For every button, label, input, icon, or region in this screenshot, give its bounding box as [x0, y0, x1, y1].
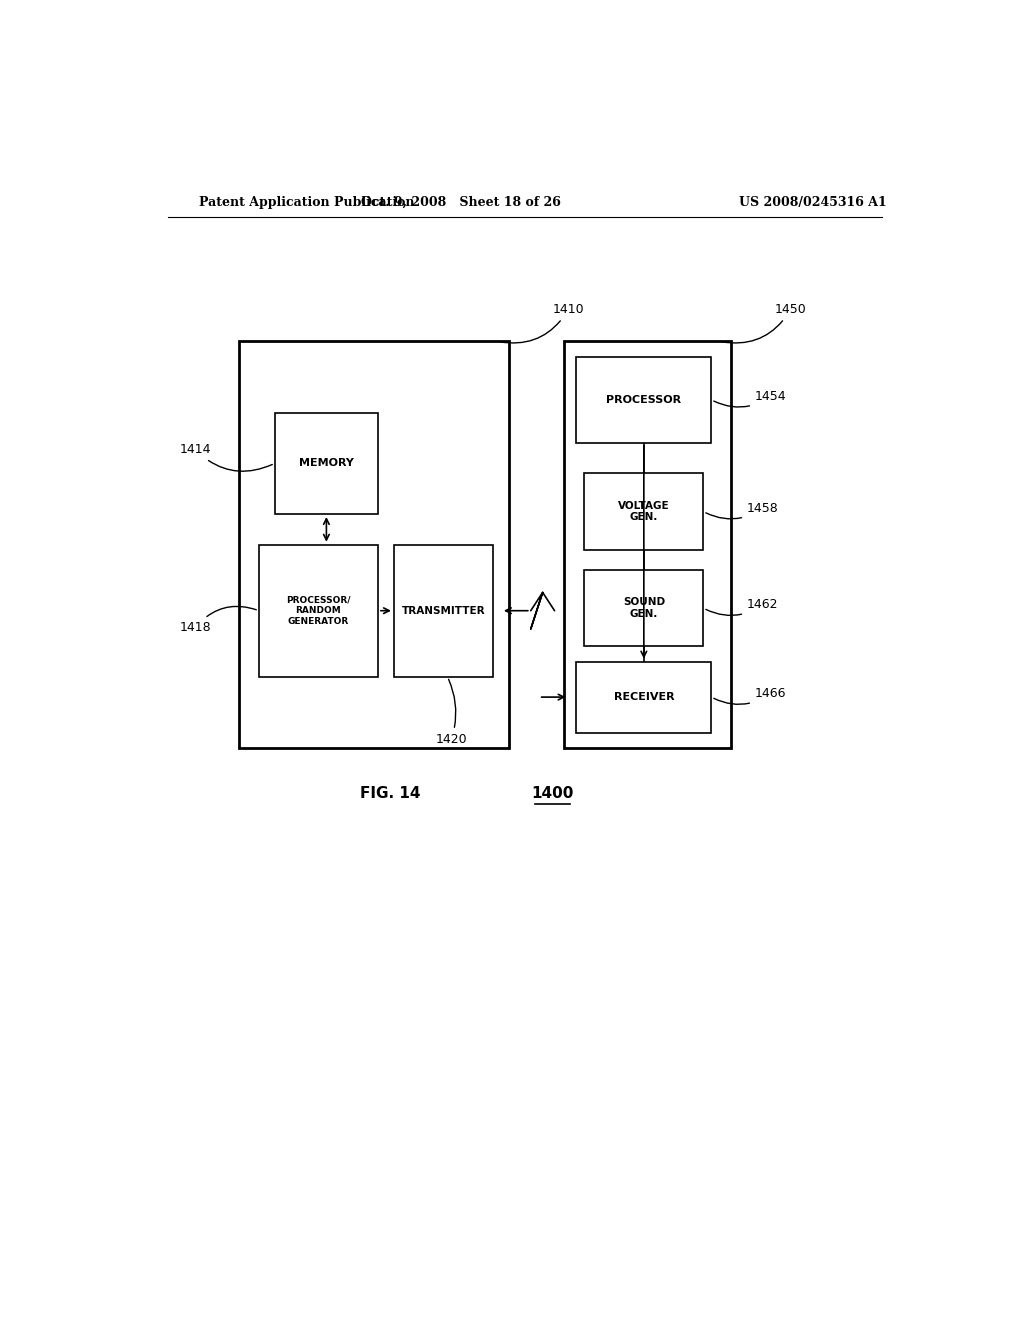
Bar: [240, 342, 509, 748]
Bar: [564, 342, 731, 748]
Text: PROCESSOR/
RANDOM
GENERATOR: PROCESSOR/ RANDOM GENERATOR: [287, 595, 350, 626]
Text: PROCESSOR: PROCESSOR: [606, 395, 681, 405]
Text: 1462: 1462: [706, 598, 778, 615]
Text: 1454: 1454: [714, 389, 786, 407]
Text: 1420: 1420: [435, 680, 467, 746]
Bar: [585, 570, 703, 647]
Bar: [577, 356, 712, 444]
Text: 1410: 1410: [500, 302, 585, 343]
Text: MEMORY: MEMORY: [299, 458, 354, 469]
Text: Oct. 9, 2008   Sheet 18 of 26: Oct. 9, 2008 Sheet 18 of 26: [361, 195, 561, 209]
Text: VOLTAGE
GEN.: VOLTAGE GEN.: [618, 500, 670, 523]
Text: Patent Application Publication: Patent Application Publication: [200, 195, 415, 209]
Bar: [577, 661, 712, 733]
Bar: [274, 413, 378, 515]
Text: 1458: 1458: [706, 502, 779, 519]
Text: 1450: 1450: [722, 302, 807, 343]
Text: SOUND
GEN.: SOUND GEN.: [623, 598, 665, 619]
Bar: [585, 474, 703, 549]
Text: 1400: 1400: [531, 787, 573, 801]
Bar: [259, 545, 378, 677]
Text: 1414: 1414: [179, 444, 272, 471]
Text: 1466: 1466: [714, 688, 786, 705]
Text: RECEIVER: RECEIVER: [613, 692, 674, 702]
Text: 1418: 1418: [179, 606, 256, 634]
Text: FIG. 14: FIG. 14: [359, 787, 420, 801]
Text: US 2008/0245316 A1: US 2008/0245316 A1: [739, 195, 887, 209]
Bar: [394, 545, 494, 677]
Text: TRANSMITTER: TRANSMITTER: [401, 606, 485, 615]
